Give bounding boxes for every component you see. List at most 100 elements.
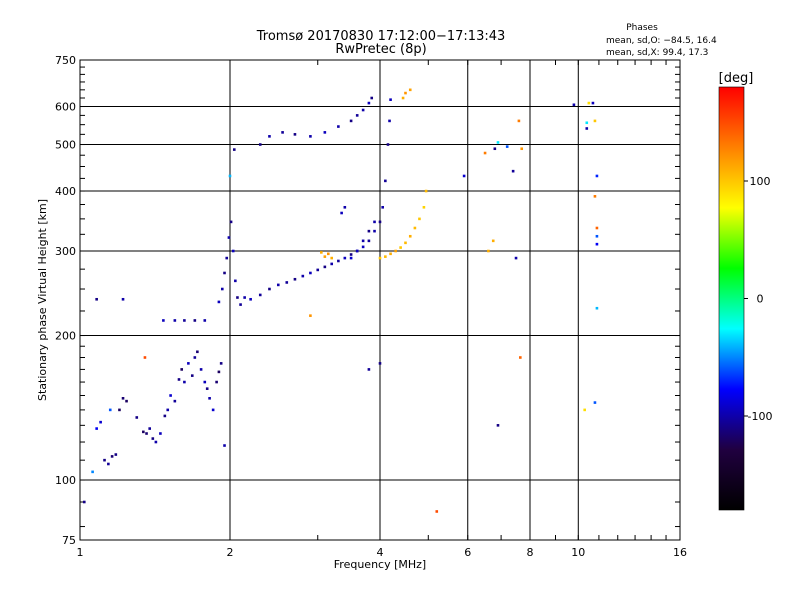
colorbar-label: [deg] [719, 71, 754, 86]
data-point [309, 314, 312, 317]
data-point [323, 265, 327, 269]
data-point [227, 236, 231, 239]
stats-heading: Phases [626, 23, 658, 33]
data-point [424, 189, 428, 193]
data-point [276, 283, 280, 287]
data-point [173, 399, 177, 403]
data-point [593, 195, 597, 198]
data-point [217, 300, 221, 304]
data-point [386, 143, 390, 146]
data-point [323, 255, 327, 258]
data-point [394, 249, 397, 253]
data-point [232, 148, 236, 151]
data-point [343, 205, 347, 209]
data-point [493, 147, 497, 151]
data-point [355, 249, 359, 253]
data-point [309, 271, 312, 275]
x-axis: 1 2 4 6 8 10 16 [77, 60, 687, 559]
data-point [520, 147, 524, 151]
data-point [190, 374, 194, 377]
data-point [384, 179, 387, 183]
data-point [361, 239, 365, 243]
data-point [340, 211, 343, 215]
data-point [408, 88, 412, 92]
x-tick-label: 6 [464, 546, 471, 559]
data-point [258, 143, 262, 146]
data-point [225, 256, 229, 260]
data-point [595, 234, 599, 238]
data-point [143, 356, 147, 359]
data-point [399, 246, 402, 249]
data-point [169, 394, 172, 397]
data-point [583, 408, 586, 412]
data-point [205, 387, 209, 390]
x-tick-label: 8 [527, 546, 534, 559]
data-point [193, 356, 197, 359]
data-point [491, 239, 495, 243]
data-point [496, 424, 500, 427]
grid [80, 60, 680, 540]
data-point [378, 220, 382, 224]
y-tick-label: 400 [55, 185, 76, 198]
x-tick-label: 4 [377, 546, 384, 559]
data-point [162, 319, 165, 322]
chart-title: Tromsø 20170830 17:12:00−17:13:43 [256, 29, 506, 44]
data-point [337, 125, 340, 128]
data-point [367, 368, 371, 371]
x-tick-label: 1 [77, 546, 84, 559]
stats-line-o: mean, sd,O: −84.5, 16.4 [606, 36, 717, 46]
data-point [389, 98, 392, 101]
data-point [199, 368, 203, 371]
data-point [249, 297, 252, 301]
data-point [349, 119, 353, 123]
data-point [408, 234, 412, 238]
data-point [229, 220, 233, 224]
y-axis-label: Stationary phase Virtual Height [km] [36, 199, 49, 401]
data-point [220, 287, 224, 291]
data-point [367, 101, 371, 105]
data-point [595, 226, 599, 230]
data-point [511, 169, 515, 173]
data-point [337, 259, 340, 263]
data-point [223, 271, 226, 275]
data-point [343, 256, 347, 260]
data-point [118, 408, 121, 412]
data-point [514, 256, 518, 260]
data-point [593, 401, 597, 404]
data-point [591, 101, 595, 105]
y-tick-label: 75 [62, 534, 76, 547]
data-point [384, 255, 387, 258]
data-point [349, 256, 353, 260]
y-tick-label: 500 [55, 139, 76, 152]
data-point [183, 319, 186, 322]
data-point [95, 297, 98, 301]
data-point [330, 262, 334, 266]
colorbar-tick-label: 0 [757, 293, 764, 306]
data-point [361, 108, 365, 112]
data-point [323, 131, 327, 134]
data-point [404, 91, 407, 95]
data-point [108, 408, 112, 412]
data-point [159, 432, 162, 435]
data-point [413, 226, 417, 230]
data-point [487, 249, 490, 253]
data-point [208, 397, 211, 400]
data-point [388, 119, 391, 123]
colorbar [718, 86, 745, 511]
data-point [301, 274, 305, 278]
data-point [99, 420, 102, 424]
y-tick-label: 300 [55, 245, 76, 258]
data-point [211, 408, 215, 412]
data-point [585, 127, 589, 130]
data-point [505, 145, 509, 148]
data-point [236, 296, 239, 299]
data-point [166, 408, 170, 412]
data-point [91, 470, 94, 474]
data-point [422, 205, 426, 209]
data-point [121, 297, 125, 301]
y-axis: 75 100 200 300 400 500 600 750 [55, 54, 680, 547]
data-point [355, 114, 359, 117]
data-point [234, 279, 237, 283]
data-point [519, 356, 522, 359]
